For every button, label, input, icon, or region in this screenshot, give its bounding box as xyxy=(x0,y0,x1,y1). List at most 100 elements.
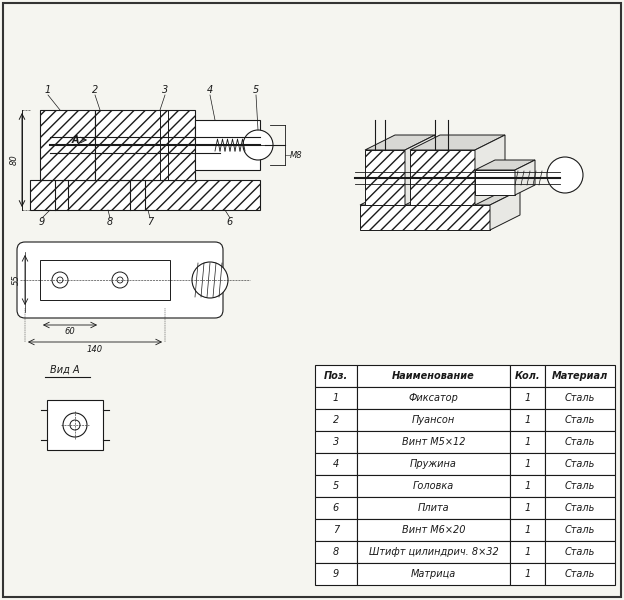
Bar xyxy=(95,110,195,180)
Text: Фиксатор: Фиксатор xyxy=(409,393,459,403)
Text: Головка: Головка xyxy=(413,481,454,491)
Bar xyxy=(545,563,615,585)
Text: 3: 3 xyxy=(162,85,168,95)
Text: 1: 1 xyxy=(525,459,531,469)
Text: 1: 1 xyxy=(525,437,531,447)
Text: 1: 1 xyxy=(525,393,531,403)
FancyBboxPatch shape xyxy=(17,242,223,318)
Circle shape xyxy=(243,130,273,160)
Text: M8: M8 xyxy=(290,151,303,160)
Bar xyxy=(357,431,510,453)
Bar xyxy=(315,563,357,585)
Circle shape xyxy=(112,272,128,288)
Polygon shape xyxy=(360,205,490,230)
Bar xyxy=(315,453,357,475)
Bar xyxy=(510,431,545,453)
Text: Сталь: Сталь xyxy=(565,481,595,491)
Polygon shape xyxy=(360,190,520,205)
Bar xyxy=(510,475,545,497)
Text: 6: 6 xyxy=(227,217,233,227)
Text: 1: 1 xyxy=(525,525,531,535)
Text: Сталь: Сталь xyxy=(565,569,595,579)
Text: Сталь: Сталь xyxy=(565,415,595,425)
Polygon shape xyxy=(490,190,520,230)
Bar xyxy=(40,110,95,180)
Bar xyxy=(40,260,170,300)
Text: 6: 6 xyxy=(333,503,339,513)
Text: 2: 2 xyxy=(92,85,98,95)
Text: Пуансон: Пуансон xyxy=(412,415,456,425)
Polygon shape xyxy=(410,135,505,150)
Bar xyxy=(545,387,615,409)
Bar xyxy=(357,497,510,519)
Text: 5: 5 xyxy=(253,85,259,95)
Bar xyxy=(315,497,357,519)
Polygon shape xyxy=(475,160,535,170)
Circle shape xyxy=(192,262,228,298)
Bar xyxy=(357,541,510,563)
Bar xyxy=(510,541,545,563)
Text: 60: 60 xyxy=(65,328,76,337)
Polygon shape xyxy=(405,135,435,205)
Text: Сталь: Сталь xyxy=(565,437,595,447)
Text: Кол.: Кол. xyxy=(515,371,540,381)
Polygon shape xyxy=(475,135,505,205)
Text: 55: 55 xyxy=(11,275,21,286)
Text: 80: 80 xyxy=(9,155,19,166)
Bar xyxy=(315,541,357,563)
Bar xyxy=(315,519,357,541)
Bar xyxy=(510,365,545,387)
Circle shape xyxy=(117,277,123,283)
Bar xyxy=(315,409,357,431)
Bar xyxy=(510,563,545,585)
Bar xyxy=(357,519,510,541)
Text: 1: 1 xyxy=(333,393,339,403)
Bar xyxy=(357,563,510,585)
Text: Поз.: Поз. xyxy=(324,371,348,381)
Text: 8: 8 xyxy=(107,217,113,227)
Text: 3: 3 xyxy=(333,437,339,447)
Bar xyxy=(195,120,260,170)
Text: Сталь: Сталь xyxy=(565,525,595,535)
Bar xyxy=(510,497,545,519)
Circle shape xyxy=(57,277,63,283)
Text: 4: 4 xyxy=(333,459,339,469)
Bar xyxy=(357,409,510,431)
Text: 8: 8 xyxy=(333,547,339,557)
Bar xyxy=(545,519,615,541)
Bar xyxy=(545,475,615,497)
Text: A: A xyxy=(71,135,79,145)
Bar xyxy=(545,431,615,453)
Text: 140: 140 xyxy=(87,346,103,355)
Text: 5: 5 xyxy=(333,481,339,491)
Bar xyxy=(357,365,510,387)
Text: Винт М6×20: Винт М6×20 xyxy=(402,525,466,535)
Circle shape xyxy=(63,413,87,437)
Bar xyxy=(315,431,357,453)
Bar xyxy=(510,519,545,541)
Bar xyxy=(30,180,260,210)
Text: 1: 1 xyxy=(525,569,531,579)
Text: 9: 9 xyxy=(39,217,45,227)
Text: Пружина: Пружина xyxy=(410,459,457,469)
Bar xyxy=(357,387,510,409)
Text: 7: 7 xyxy=(333,525,339,535)
Text: 1: 1 xyxy=(525,503,531,513)
Bar xyxy=(545,453,615,475)
Text: Матрица: Матрица xyxy=(411,569,456,579)
Bar xyxy=(545,365,615,387)
Text: Штифт цилиндрич. 8×32: Штифт цилиндрич. 8×32 xyxy=(369,547,499,557)
Bar xyxy=(47,400,103,450)
Bar xyxy=(357,475,510,497)
Text: Сталь: Сталь xyxy=(565,547,595,557)
Text: 1: 1 xyxy=(45,85,51,95)
Text: Наименование: Наименование xyxy=(392,371,475,381)
Text: Вид А: Вид А xyxy=(50,365,80,375)
Text: Сталь: Сталь xyxy=(565,459,595,469)
Bar xyxy=(315,365,357,387)
Text: 4: 4 xyxy=(207,85,213,95)
Polygon shape xyxy=(365,150,405,205)
Bar xyxy=(510,387,545,409)
Polygon shape xyxy=(515,160,535,195)
Bar xyxy=(510,409,545,431)
